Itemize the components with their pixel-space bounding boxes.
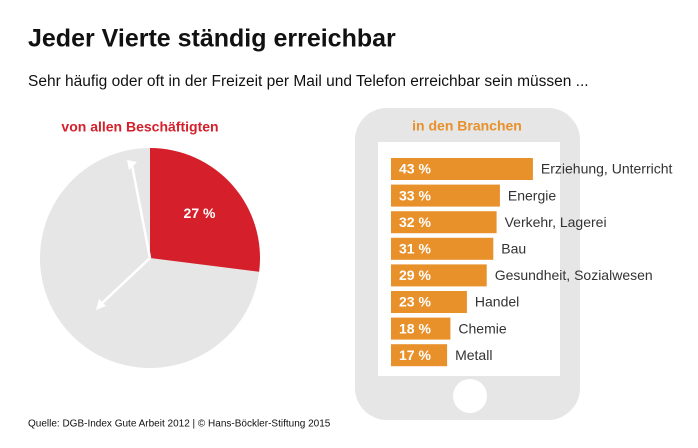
bar bbox=[391, 184, 500, 207]
source: Quelle: DGB-Index Gute Arbeit 2012 | © H… bbox=[28, 419, 331, 430]
bar-value-label: 32 % bbox=[399, 214, 431, 230]
clock-arrow bbox=[127, 160, 137, 170]
category-label: Metall bbox=[455, 347, 492, 363]
bar-value-label: 31 % bbox=[399, 241, 431, 257]
subtitle: Sehr häufig oder oft in der Freizeit per… bbox=[28, 73, 589, 90]
pie-title: von allen Beschäftigten bbox=[61, 119, 218, 135]
bar bbox=[391, 211, 497, 234]
bar-value-label: 17 % bbox=[399, 347, 431, 363]
category-label: Energie bbox=[508, 187, 556, 203]
bar bbox=[391, 291, 467, 313]
bar-value-label: 29 % bbox=[399, 267, 431, 283]
bar bbox=[391, 264, 487, 287]
bar-value-label: 33 % bbox=[399, 187, 431, 203]
clock-hand bbox=[130, 164, 152, 259]
category-label: Gesundheit, Sozialwesen bbox=[495, 267, 653, 283]
title: Jeder Vierte ständig erreichbar bbox=[28, 25, 396, 53]
pie-slice bbox=[150, 148, 261, 272]
bar-value-label: 43 % bbox=[399, 161, 431, 177]
category-label: Chemie bbox=[458, 320, 506, 336]
bar-value-label: 18 % bbox=[399, 320, 431, 336]
bar bbox=[391, 237, 494, 260]
category-label: Verkehr, Lagerei bbox=[505, 214, 607, 230]
pie-label: 27 % bbox=[184, 205, 216, 221]
category-label: Handel bbox=[475, 294, 519, 310]
bar bbox=[391, 158, 533, 180]
phone-button bbox=[453, 379, 487, 413]
bar bbox=[391, 344, 448, 367]
clock-arrow bbox=[96, 299, 106, 310]
category-label: Erziehung, Unterricht bbox=[541, 161, 673, 177]
bar-value-label: 23 % bbox=[399, 294, 431, 310]
bar-title: in den Branchen bbox=[412, 118, 522, 134]
clock-hand bbox=[99, 257, 151, 306]
category-label: Bau bbox=[501, 241, 526, 257]
bar bbox=[391, 317, 451, 340]
